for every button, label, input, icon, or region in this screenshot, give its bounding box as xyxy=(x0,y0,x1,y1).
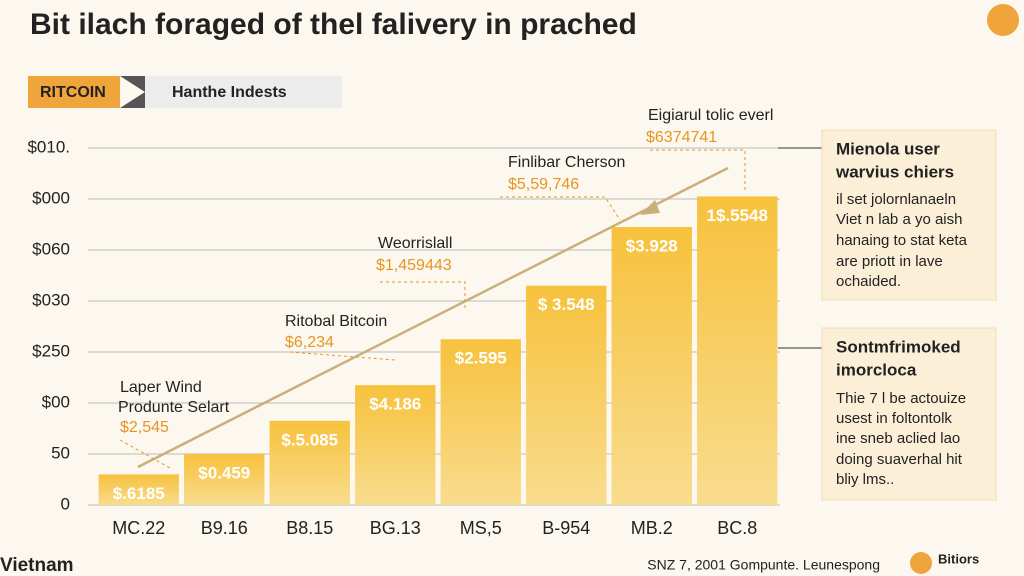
arrow-head xyxy=(640,200,660,215)
info-box xyxy=(821,327,997,501)
x-tick-label: B9.16 xyxy=(201,518,248,538)
y-tick-label: $00 xyxy=(42,392,70,411)
x-tick-label: B-954 xyxy=(542,518,590,538)
box-text: usest in foltontolk xyxy=(836,410,952,427)
connectors xyxy=(119,149,746,469)
annotation-title: Eigiarul tolic everl xyxy=(648,107,773,124)
y-tick-label: $060 xyxy=(32,239,70,258)
bar-text: $.5.085 xyxy=(281,430,338,449)
x-tick-label: B8.15 xyxy=(286,518,333,538)
annotation-title: Finlibar Cherson xyxy=(508,154,625,171)
bar-text: $ 3.548 xyxy=(538,295,595,314)
box-text: ine sneb aclied lao xyxy=(836,430,960,447)
annotation-title: Weorrislall xyxy=(378,235,452,252)
plot: 0 50 $00 $250 $030 $060 $000 $010. $.6185 MC.22 $0… xyxy=(27,137,780,538)
annotation-amount: $5,59,746 xyxy=(508,176,579,193)
y-tick-label: $000 xyxy=(32,188,70,207)
bar-text: $3.928 xyxy=(626,237,678,256)
box-text: Thie 7 l be actouize xyxy=(836,390,966,407)
tab-bg xyxy=(28,76,120,108)
box-heading: Sontmfrimoked xyxy=(836,337,961,356)
tab-label: RITCOIN xyxy=(40,84,106,101)
box-heading: warvius chiers xyxy=(835,162,954,181)
y-tick-label: 0 xyxy=(61,494,70,513)
annotation-title: Ritobal Bitcoin xyxy=(285,313,387,330)
x-tick-label: MB.2 xyxy=(631,518,673,538)
bar-text: $0.459 xyxy=(198,463,250,482)
logo-text: Bitiors xyxy=(938,551,979,566)
y-tick-label: $250 xyxy=(32,341,70,360)
box-text: hanaing to stat keta xyxy=(836,232,968,249)
y-tick-label: $010. xyxy=(27,137,70,156)
bar xyxy=(526,285,607,505)
bar xyxy=(184,454,265,505)
trend-line xyxy=(137,166,729,469)
tab-label: Hanthe Indests xyxy=(172,84,287,101)
bar xyxy=(697,196,778,505)
box-text: Viet n lab a yo aish xyxy=(836,211,962,228)
bar-text: $2.595 xyxy=(455,349,507,368)
box-heading: imorcloca xyxy=(836,360,917,379)
x-tick-label: BG.13 xyxy=(370,518,421,538)
bar xyxy=(98,474,179,505)
annotation-amount: $6,234 xyxy=(285,334,334,351)
footer-location: Vietnam xyxy=(0,555,74,576)
box-text: bliy lms.. xyxy=(836,471,894,488)
y-tick-label: $030 xyxy=(32,290,70,309)
tab-bg xyxy=(145,76,342,108)
box-heading: Mienola user xyxy=(836,139,940,158)
annotation-amount: $1,459443 xyxy=(376,257,452,274)
y-tick-label: 50 xyxy=(51,443,70,462)
footer-credit: SNZ 7, 2001 Gompunte. Leunespong xyxy=(647,557,880,573)
bar xyxy=(355,385,436,505)
bar xyxy=(611,227,692,506)
bar-text: 1$.5548 xyxy=(707,206,768,225)
bar xyxy=(269,420,350,505)
info-box xyxy=(821,129,997,301)
x-tick-label: MS,5 xyxy=(460,518,502,538)
x-tick-label: MC.22 xyxy=(112,518,165,538)
connector xyxy=(380,281,466,310)
coin-icon xyxy=(987,4,1019,36)
title: Bit ilach foraged of thel falivery in pr… xyxy=(30,8,637,41)
box-text: il set jolornlanaeln xyxy=(836,191,956,208)
bar-text: $.6185 xyxy=(113,484,165,503)
connector xyxy=(500,196,621,221)
x-tick-label: BC.8 xyxy=(717,518,757,538)
box-text: are priott in lave xyxy=(836,253,943,270)
bar-text: $4.186 xyxy=(369,395,421,414)
annotation-title: Laper Wind xyxy=(120,379,202,396)
connector xyxy=(650,149,746,190)
annotation-amount: $2,545 xyxy=(120,419,169,436)
box-text: doing suaverhal hit xyxy=(836,451,963,468)
bar xyxy=(440,339,521,505)
box-text: ochaided. xyxy=(836,273,901,290)
annotation-amount: $6374741 xyxy=(646,129,717,146)
logo-icon xyxy=(910,552,932,574)
annotation-subtitle: Produnte Selart xyxy=(118,399,230,416)
